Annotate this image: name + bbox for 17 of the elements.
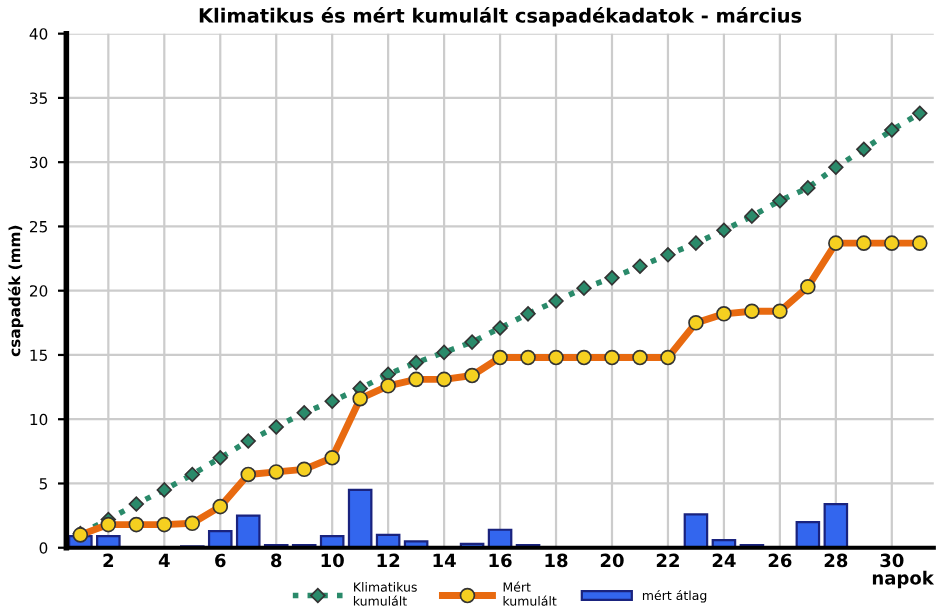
x-tick-label: 14 — [433, 553, 456, 568]
x-tick-label: 30 — [880, 553, 904, 568]
x-tick-label: 18 — [545, 553, 568, 568]
x-tick-label: 6 — [215, 553, 226, 568]
x-tick-label: 10 — [321, 553, 344, 568]
x-tick-label: 22 — [656, 553, 679, 568]
x-tick-label: 20 — [600, 553, 624, 568]
x-tick-label: 2 — [103, 553, 114, 568]
x-axis-title: napok — [872, 570, 935, 589]
x-tick-label: 12 — [377, 553, 400, 568]
x-tick-label: 16 — [489, 553, 512, 568]
x-tick-label: 8 — [271, 553, 282, 568]
chart-title: Klimatikus és mért kumulált csapadékadatok - március — [199, 7, 802, 27]
x-tick-label: 4 — [158, 553, 170, 568]
x-tick-label: 28 — [824, 553, 848, 568]
x-tick-label: 24 — [712, 553, 736, 568]
x-tick-label: 26 — [768, 553, 792, 568]
